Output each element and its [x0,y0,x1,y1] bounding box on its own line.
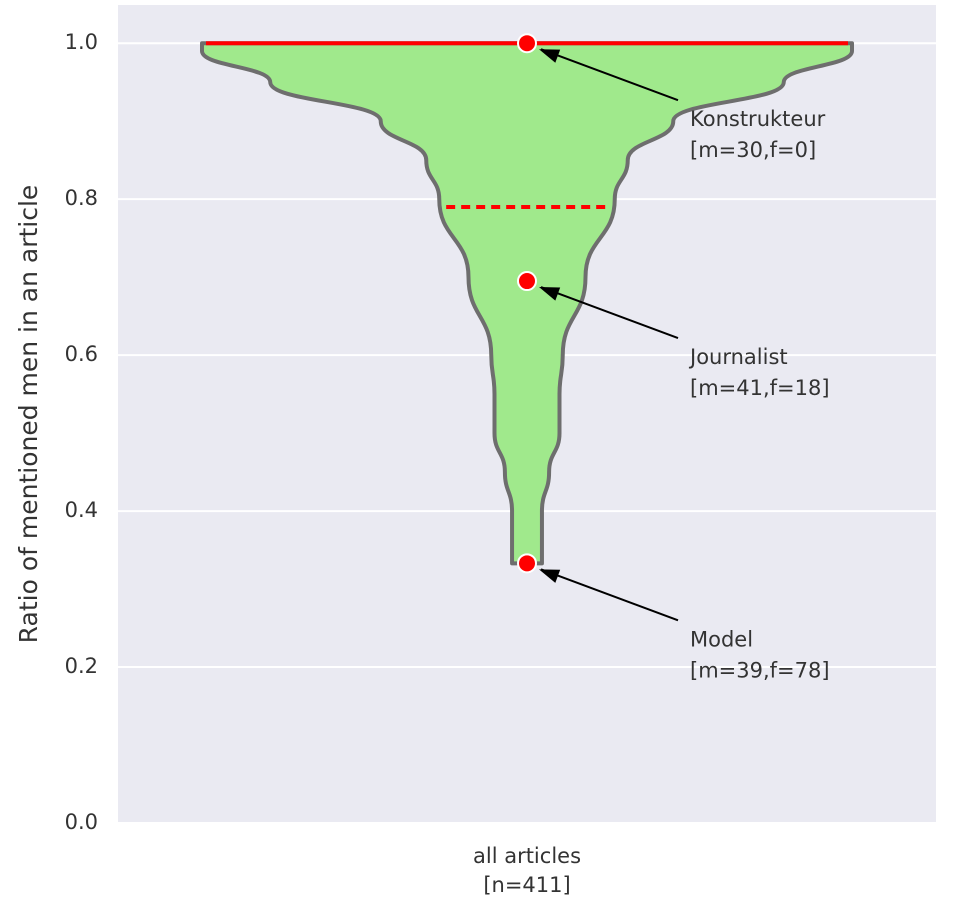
annotation-arrow [540,568,679,622]
y-tick-label: 0.2 [65,654,98,678]
data-point [517,553,537,574]
arrow-head [539,287,561,301]
annotation-arrow [540,286,679,339]
y-tick-label: 0.8 [65,186,98,210]
x-tick-count: [n=411] [483,873,570,897]
annotation-detail: [m=30,f=0] [690,138,816,162]
y-tick-label: 0.0 [65,810,98,834]
arrow-head [539,569,561,583]
y-tick-label: 0.4 [65,498,98,522]
annotation-detail: [m=41,f=18] [690,376,830,400]
annotation-label: Journalist [688,345,788,369]
y-tick-label: 0.6 [65,342,98,366]
annotation-detail: [m=39,f=78] [690,658,830,682]
x-tick-label: all articles [473,844,581,868]
y-axis-label: Ratio of mentioned men in an article [14,185,43,644]
arrow-head [539,49,561,63]
data-point [517,271,537,292]
annotation-label: Model [690,627,753,651]
data-point [517,33,537,54]
annotation-label: Konstrukteur [690,107,826,131]
annotation-arrow [540,48,679,102]
y-tick-label: 1.0 [65,30,98,54]
